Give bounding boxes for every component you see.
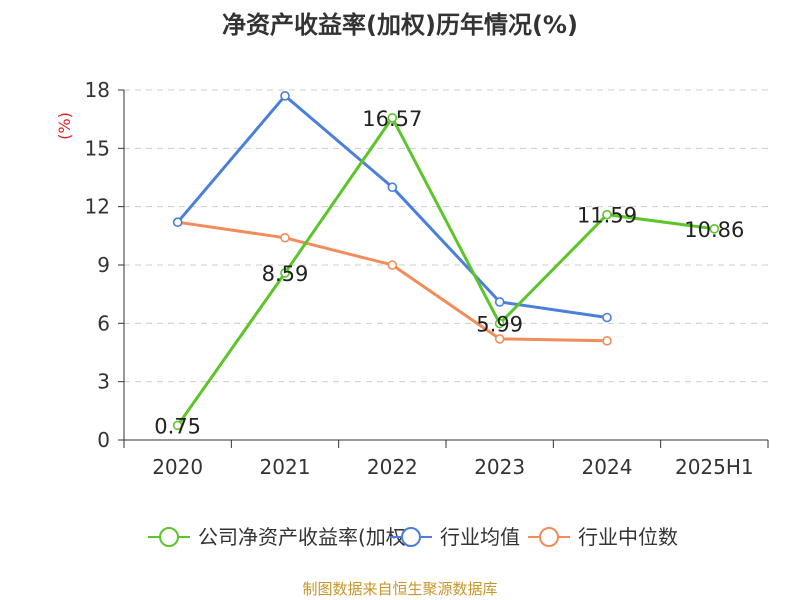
data-label: 11.59: [577, 204, 637, 228]
legend-label: 行业均值: [440, 525, 520, 549]
data-labels: 0.75 8.59 16.57 5.99 11.59 10.86: [154, 107, 744, 439]
x-tick-label: 2023: [474, 455, 525, 479]
x-tick-label: 2025H1: [675, 455, 754, 479]
data-label: 10.86: [684, 218, 744, 242]
source-note: 制图数据来自恒生聚源数据库: [302, 580, 497, 598]
data-point: [280, 91, 290, 101]
legend: 公司净资产收益率(加权) 行业均值 行业中位数: [148, 525, 678, 549]
data-point: [494, 297, 505, 307]
y-tick-label: 12: [85, 195, 110, 219]
legend-item: 行业中位数: [528, 525, 678, 549]
series-lines: [172, 91, 720, 431]
y-tick-label: 6: [97, 311, 110, 335]
legend-label: 行业中位数: [578, 525, 678, 549]
legend-item: 公司净资产收益率(加权): [148, 525, 414, 549]
legend-swatch-marker: [401, 527, 421, 547]
legend-label: 公司净资产收益率(加权): [198, 525, 414, 549]
data-point: [387, 113, 398, 123]
y-tick-label: 18: [85, 78, 110, 102]
grid-lines: [124, 89, 768, 383]
y-tick-label: 0: [97, 428, 110, 452]
data-point: [494, 318, 505, 329]
x-tick-label: 2020: [152, 455, 203, 479]
data-point: [280, 268, 290, 278]
x-tick-label: 2021: [260, 455, 311, 479]
data-label: 16.57: [362, 107, 422, 131]
data-point: [602, 209, 612, 220]
data-point: [387, 182, 398, 193]
data-point: [387, 260, 398, 270]
data-label: 5.99: [476, 313, 523, 337]
data-point: [280, 232, 290, 243]
data-point: [172, 420, 183, 431]
data-point: [602, 336, 612, 346]
data-label: 0.75: [154, 414, 201, 438]
series-line: [176, 116, 715, 427]
data-label: 8.59: [262, 262, 309, 286]
y-axis-label: (%): [55, 112, 74, 140]
data-point: [602, 312, 612, 323]
y-tick-label: 9: [97, 253, 110, 277]
axes: 0 3 6 9 12 15 18 2020 2021 2022 2023 2024 2025H1: [85, 78, 769, 479]
legend-swatch-marker: [539, 527, 559, 547]
data-point: [172, 217, 183, 228]
y-tick-label: 15: [85, 136, 110, 160]
data-point: [709, 224, 720, 234]
y-tick-label: 3: [97, 370, 110, 394]
data-point: [494, 334, 505, 344]
x-tick-label: 2022: [367, 455, 418, 479]
x-tick-label: 2024: [582, 455, 633, 479]
legend-item: 行业均值: [390, 525, 520, 549]
legend-swatch-marker: [159, 527, 179, 547]
chart-title: 净资产收益率(加权)历年情况(%): [222, 11, 578, 39]
